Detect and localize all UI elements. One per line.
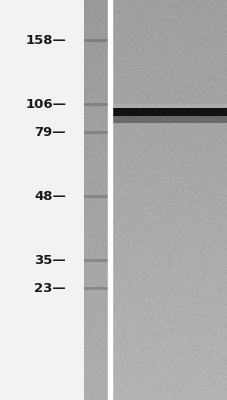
- Bar: [0, 0, 84, 400]
- Text: 79—: 79—: [34, 126, 66, 138]
- Text: 35—: 35—: [34, 254, 66, 266]
- Text: 23—: 23—: [34, 282, 66, 294]
- Text: 48—: 48—: [34, 190, 66, 202]
- Bar: [108, 0, 112, 400]
- Text: 158—: 158—: [25, 34, 66, 46]
- Text: 106—: 106—: [25, 98, 66, 110]
